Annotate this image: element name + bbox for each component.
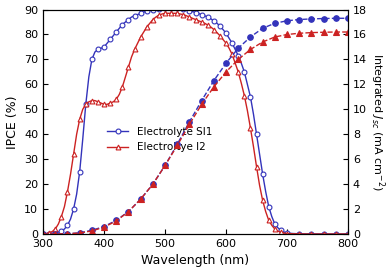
Electroltye I2	[111, 100, 116, 103]
Electroltye I2	[334, 232, 338, 236]
Electroltye I2	[163, 12, 167, 15]
Electrolyte SI1	[276, 226, 280, 229]
Electrolyte SI1	[105, 41, 109, 45]
Electroltye I2	[105, 103, 109, 106]
Electroltye I2	[346, 232, 350, 236]
Electrolyte SI1	[111, 34, 116, 37]
Electrolyte SI1	[74, 192, 79, 196]
Electrolyte SI1	[339, 232, 344, 236]
Line: Electroltye I2: Electroltye I2	[41, 11, 350, 236]
Electroltye I2	[74, 133, 79, 136]
Y-axis label: IPCE (%): IPCE (%)	[5, 95, 18, 149]
Electrolyte SI1	[334, 232, 338, 236]
Electroltye I2	[41, 232, 45, 236]
Legend: Electrolyte SI1, Electroltye I2: Electrolyte SI1, Electroltye I2	[103, 123, 216, 156]
Electrolyte SI1	[163, 7, 167, 10]
Y-axis label: Integrated $J_{sc}$ (mA cm$^{-2}$): Integrated $J_{sc}$ (mA cm$^{-2}$)	[368, 53, 387, 191]
Electrolyte SI1	[346, 232, 350, 236]
Electroltye I2	[339, 232, 344, 236]
X-axis label: Wavelength (nm): Wavelength (nm)	[142, 254, 250, 268]
Electroltye I2	[276, 229, 280, 233]
Line: Electrolyte SI1: Electrolyte SI1	[41, 6, 350, 236]
Electrolyte SI1	[41, 232, 45, 236]
